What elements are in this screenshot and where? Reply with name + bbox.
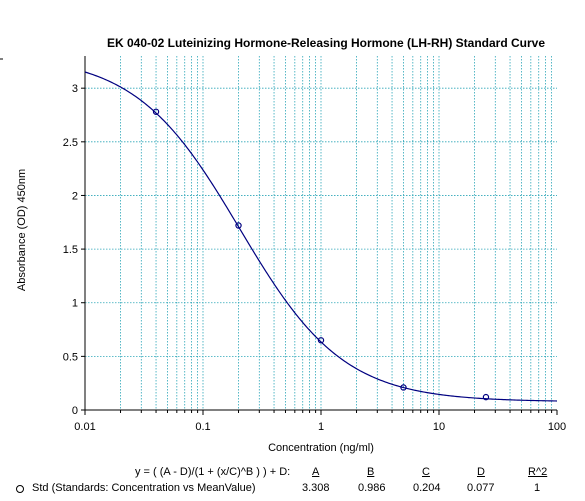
- x-axis-ticks: 0.01 0.1 1 10 100: [74, 410, 566, 433]
- y-tick-label: 0: [72, 405, 78, 417]
- data-points: [152, 108, 490, 401]
- x-tick-label: 10: [433, 421, 445, 433]
- fit-header-a: A: [312, 466, 320, 478]
- y-tick-label: 3: [72, 83, 78, 95]
- fit-equation: y = ( (A - D)/(1 + (x/C)^B ) ) + D:: [135, 466, 291, 478]
- data-point: [317, 337, 325, 344]
- fit-value-a: 3.308: [302, 482, 330, 494]
- x-tick-label: 0.01: [74, 421, 95, 433]
- fit-value-r2: 1: [534, 482, 541, 494]
- fit-value-d: 0.077: [467, 482, 495, 494]
- y-axis-ticks: 0 0.5 1 1.5 2 2.5 3: [63, 83, 85, 417]
- fit-curve: [84, 71, 558, 402]
- y-tick-label: 1: [72, 298, 78, 310]
- data-point: [400, 384, 407, 391]
- chart-title: EK 040-02 Luteinizing Hormone-Releasing …: [107, 36, 545, 50]
- fit-header-r2: R^2: [528, 466, 548, 478]
- data-point: [152, 108, 160, 115]
- series-label: Std (Standards: Concentration vs MeanVal…: [32, 482, 256, 494]
- series-marker-icon: [16, 485, 24, 493]
- fit-value-c: 0.204: [413, 482, 441, 494]
- grid-lines: [85, 56, 557, 410]
- y-tick-label: 2.5: [63, 137, 78, 149]
- fit-header-c: C: [422, 466, 430, 478]
- y-axis-label: Absorbance (OD) 450nm: [16, 169, 28, 291]
- x-tick-label: 0.1: [195, 421, 210, 433]
- y-tick-label: 1.5: [63, 244, 78, 256]
- fit-header-b: B: [367, 466, 375, 478]
- y-tick-label: 2: [72, 190, 78, 202]
- x-tick-label: 100: [548, 421, 566, 433]
- fit-header-d: D: [477, 466, 485, 478]
- x-tick-label: 1: [318, 421, 324, 433]
- data-point: [235, 222, 242, 229]
- y-tick-label: 0.5: [63, 351, 78, 363]
- data-point: [482, 393, 490, 401]
- x-axis-label: Concentration (ng/ml): [268, 442, 374, 454]
- fit-value-b: 0.986: [358, 482, 386, 494]
